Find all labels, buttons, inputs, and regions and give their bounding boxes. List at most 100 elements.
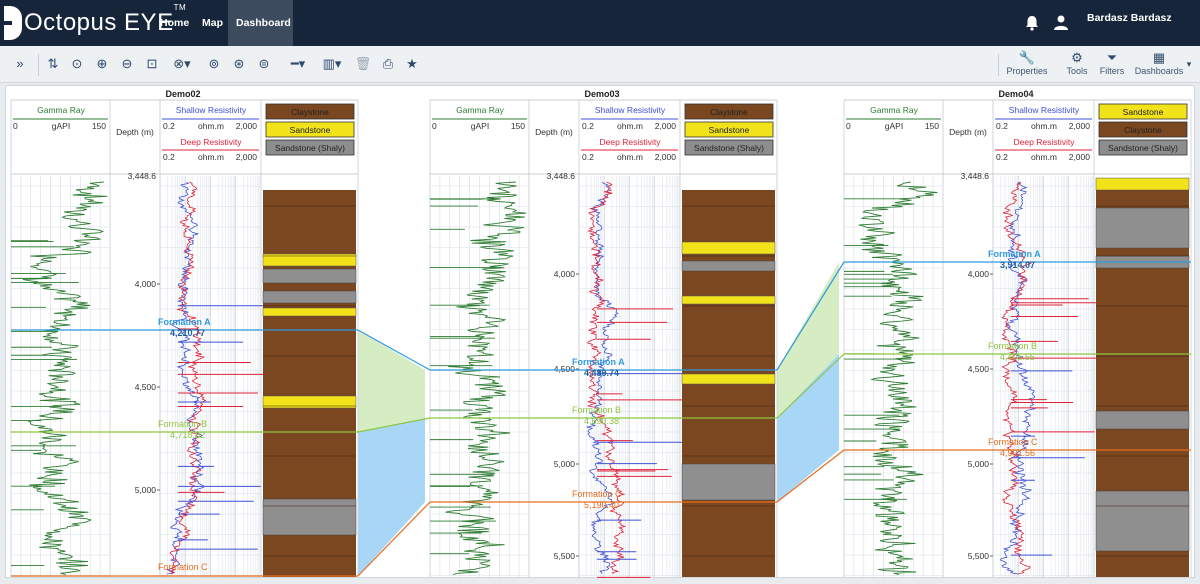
formation-depth: 4,718.82 — [170, 430, 205, 440]
expand-icon[interactable]: » — [16, 56, 24, 71]
formation-label: Formation B — [158, 419, 207, 429]
well-correlation-view[interactable]: Demo02 Gamma Ray 0 gAPI 150 Depth (m) Shallow … — [6, 86, 1196, 583]
depth-label: 4,000 — [968, 269, 990, 279]
well-correlation-panel[interactable]: Demo02 Gamma Ray 0 gAPI 150 Depth (m) Shallow … — [5, 85, 1196, 583]
shallow-resistivity-title: Shallow Resistivity — [595, 105, 666, 115]
res-unit: ohm.m — [1031, 152, 1057, 162]
shallow-resistivity-title: Shallow Resistivity — [176, 105, 247, 115]
lithology-legend-swatch — [265, 103, 355, 120]
shaly-sandstone-layer — [1095, 410, 1190, 430]
zoom-reset-3-icon[interactable]: ⊜ — [258, 56, 270, 71]
formation-depth: 4,901.56 — [1000, 448, 1035, 458]
print-icon[interactable]: ⎙ — [382, 56, 394, 71]
logo-icon — [4, 6, 22, 40]
formation-correlation-line — [776, 449, 845, 503]
deep-resistivity-title: Deep Resistivity — [1014, 137, 1076, 147]
shaly-sandstone-layer — [262, 290, 357, 304]
well-demo02[interactable]: Demo02 Gamma Ray 0 gAPI 150 Depth (m) Shallow … — [10, 89, 359, 582]
gamma-ray-title: Gamma Ray — [456, 105, 504, 115]
well-name: Demo03 — [584, 89, 619, 99]
zoom-fit-icon[interactable]: ⊙ — [71, 56, 83, 71]
wrench-icon: 🔧 — [1018, 50, 1036, 65]
zoom-dropdown-icon[interactable]: ⊗▾ — [173, 56, 191, 71]
res-unit: ohm.m — [1031, 121, 1057, 131]
zoom-area-icon[interactable]: ⊡ — [146, 56, 158, 71]
tools-icon: ⚙ — [1071, 50, 1083, 65]
properties-button[interactable]: 🔧 Properties — [1006, 50, 1048, 76]
zoom-out-icon[interactable]: ⊖ — [121, 56, 133, 71]
deep-resistivity-curve — [586, 181, 627, 575]
gamma-max: 150 — [925, 121, 939, 131]
lithology-legend-label: Sandstone (Shaly) — [275, 143, 345, 153]
formation-correlation-line — [357, 417, 431, 433]
res-unit: ohm.m — [198, 121, 224, 131]
well-demo03[interactable]: Demo03 Gamma Ray 0 gAPI 150 Depth (m) Shallow … — [429, 89, 778, 578]
app-logo[interactable]: Octopus EYETM — [4, 3, 187, 41]
zoom-reset-icon[interactable]: ⊚ — [208, 56, 220, 71]
res-min: 0.2 — [163, 121, 175, 131]
filters-button[interactable]: ⏷ Filters — [1097, 50, 1127, 76]
lithology-legend-label: Sandstone — [290, 125, 331, 135]
delete-icon[interactable]: 🗑 — [354, 56, 372, 71]
top-navbar: Octopus EYETM Home Map Dashboard Bardasz… — [0, 0, 1200, 46]
formation-depth: 4,690.38 — [584, 416, 619, 426]
bell-icon[interactable] — [1024, 15, 1040, 31]
res-max: 2,000 — [1069, 121, 1091, 131]
lithology-legend-swatch — [684, 139, 774, 156]
depth-label: 4,500 — [554, 364, 576, 374]
nav-map[interactable]: Map — [202, 17, 223, 29]
user-name[interactable]: Bardasz Bardasz — [1087, 12, 1172, 24]
nav-home[interactable]: Home — [160, 17, 190, 29]
tools-button[interactable]: ⚙ Tools — [1063, 50, 1091, 76]
formation-depth: 4,489.74 — [584, 368, 619, 378]
nav-dashboard[interactable]: Dashboard — [228, 0, 293, 46]
depth-label: 3,448.6 — [547, 171, 576, 181]
gamma-min: 0 — [846, 121, 851, 131]
well-name: Demo02 — [165, 89, 200, 99]
res-min: 0.2 — [582, 121, 594, 131]
sandstone-layer — [681, 295, 776, 305]
depth-label: 5,000 — [135, 485, 157, 495]
shallow-resistivity-curve — [166, 181, 205, 575]
lithology-legend-swatch — [265, 139, 355, 156]
lithology-legend-swatch — [1098, 121, 1188, 138]
column-layout-icon[interactable]: ▥▾ — [322, 56, 342, 71]
gamma-min: 0 — [432, 121, 437, 131]
zoom-in-icon[interactable]: ⊕ — [96, 56, 108, 71]
depth-label: 4,000 — [135, 279, 157, 289]
shaly-sandstone-layer — [262, 498, 357, 536]
shaly-sandstone-layer — [1095, 490, 1190, 552]
sandstone-layer — [262, 307, 357, 317]
well-demo04[interactable]: Demo04 Gamma Ray 0 gAPI 150 Depth (m) Shallow … — [843, 89, 1192, 583]
chevron-down-icon[interactable]: ▾ — [1186, 59, 1192, 69]
user-icon[interactable] — [1053, 14, 1069, 30]
dashboards-icon: ▦ — [1152, 50, 1166, 65]
sandstone-layer — [262, 395, 357, 409]
lithology-legend-swatch — [684, 121, 774, 138]
shaly-sandstone-layer — [1095, 207, 1190, 249]
sort-icon[interactable]: ⇅ — [47, 56, 59, 71]
gamma-min: 0 — [13, 121, 18, 131]
depth-label: 5,000 — [554, 459, 576, 469]
formation-fill — [358, 418, 425, 576]
depth-label: 4,500 — [968, 364, 990, 374]
formation-correlation-line — [776, 261, 845, 371]
line-style-icon[interactable]: ━▾ — [290, 56, 306, 71]
gamma-unit: gAPI — [52, 121, 70, 131]
lithology-legend-label: Sandstone — [709, 125, 750, 135]
depth-title: Depth (m) — [116, 127, 154, 137]
star-icon[interactable]: ★ — [406, 56, 418, 71]
res-max: 2,000 — [655, 121, 677, 131]
formation-depth: 5,190.40 — [584, 500, 619, 510]
formation-label: Formation B — [988, 341, 1037, 351]
dashboards-button[interactable]: ▦ Dashboards — [1134, 50, 1184, 76]
toolbar-divider — [998, 54, 999, 76]
well-name: Demo04 — [998, 89, 1033, 99]
res-unit: ohm.m — [198, 152, 224, 162]
app-name: Octopus EYETM — [24, 3, 187, 36]
deep-resistivity-curve — [1001, 181, 1033, 575]
zoom-reset-2-icon[interactable]: ⊛ — [233, 56, 245, 71]
shaly-sandstone-layer — [681, 260, 776, 272]
res-max: 2,000 — [655, 152, 677, 162]
res-min: 0.2 — [582, 152, 594, 162]
